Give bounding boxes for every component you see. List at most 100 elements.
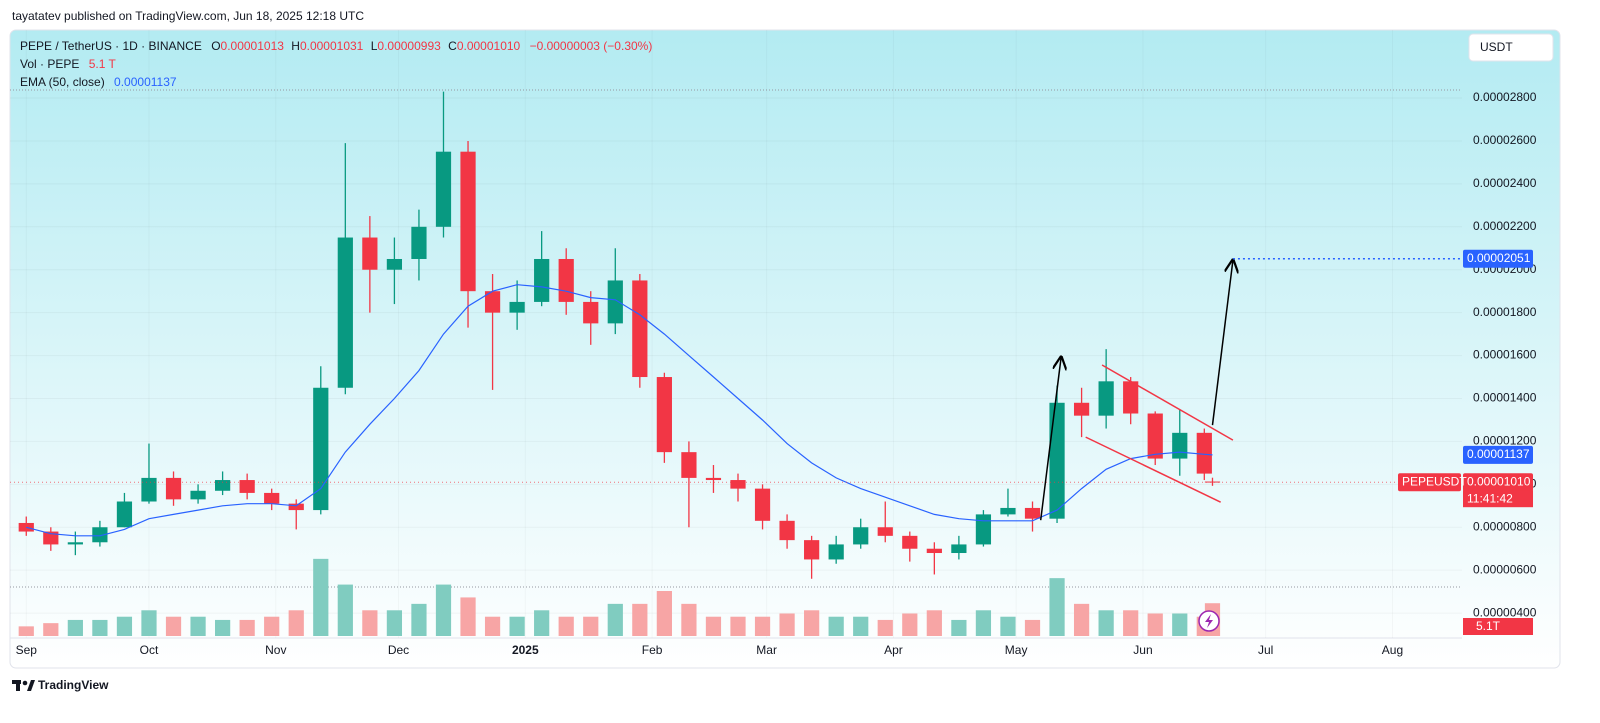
- volume-bar: [411, 603, 427, 636]
- volume-bar: [92, 619, 108, 636]
- ema-line: [26, 284, 1213, 537]
- volume-bar: [1049, 578, 1065, 636]
- volume-bar: [779, 613, 795, 636]
- last-price-tag: 0.00001010: [1467, 474, 1531, 488]
- candle-body: [1172, 432, 1188, 459]
- candle-body: [92, 527, 108, 543]
- y-tick-label: 0.00002600: [1473, 133, 1537, 147]
- volume-bar: [460, 597, 476, 636]
- candle-body: [116, 501, 133, 528]
- currency-button-label[interactable]: USDT: [1480, 40, 1513, 54]
- candle-body: [484, 291, 501, 313]
- candle-body: [754, 488, 771, 521]
- candle-body: [877, 527, 893, 536]
- candle-body: [951, 544, 967, 554]
- candle-body: [902, 535, 918, 549]
- countdown: 11:41:42: [1467, 491, 1513, 505]
- candle-body: [534, 258, 550, 302]
- volume-tag-bg: [1463, 618, 1533, 635]
- volume-bar: [435, 584, 452, 636]
- ohlc-value: 0.00000993: [377, 39, 441, 53]
- volume-bar: [853, 616, 869, 636]
- y-tick-label: 0.00001800: [1473, 305, 1537, 319]
- volume-bar: [264, 616, 280, 636]
- volume-tag: 5.1T: [1476, 619, 1501, 633]
- volume-bar: [607, 603, 623, 636]
- x-tick-label: May: [1005, 643, 1028, 657]
- legend-line-3: EMA (50, close) 0.00001137: [20, 75, 177, 89]
- ohlc-value: 0.00001031: [300, 39, 364, 53]
- target-tag-bg: [1463, 249, 1533, 268]
- volume-bar: [215, 619, 231, 636]
- currency-button[interactable]: [1468, 33, 1554, 62]
- volume-bar: [43, 623, 59, 636]
- candle-body: [165, 477, 182, 500]
- candle-body: [1204, 481, 1221, 483]
- volume-bar: [288, 610, 304, 636]
- published-note: tayatatev published on TradingView.com, …: [12, 9, 364, 23]
- candle-body: [411, 226, 427, 259]
- x-tick-label: Oct: [140, 643, 159, 657]
- candle-body: [853, 527, 869, 545]
- ohlc-value: 0.00001013: [221, 39, 285, 53]
- volume-bar: [681, 603, 697, 636]
- y-tick-label: 0.00002800: [1473, 90, 1537, 104]
- x-tick-label: Aug: [1382, 643, 1403, 657]
- countdown-bg: [1463, 490, 1533, 508]
- ohlc-value: 0.00001010: [457, 39, 521, 53]
- volume-bar: [804, 610, 820, 636]
- volume-bar: [975, 610, 992, 636]
- candle-body: [1123, 381, 1139, 414]
- drawings: [1039, 259, 1462, 521]
- volume-bar: [656, 591, 672, 636]
- volume-bar: [509, 616, 525, 636]
- volume-bar: [484, 616, 501, 636]
- candle-body: [1049, 402, 1065, 519]
- volume-bar: [902, 613, 918, 636]
- candle-body: [18, 522, 34, 532]
- y-tick-label: 0.00001200: [1473, 434, 1537, 448]
- volume-label: Vol · PEPE: [20, 57, 79, 71]
- volume-bar: [165, 616, 182, 636]
- volume-bar: [705, 616, 722, 636]
- candle-body: [705, 477, 722, 481]
- footer-brand: TradingView: [38, 678, 109, 692]
- x-tick-label: Sep: [16, 643, 38, 657]
- candle-body: [558, 258, 574, 302]
- legend-line-2: Vol · PEPE 5.1 T: [20, 57, 117, 71]
- volume-bar: [926, 610, 942, 636]
- volume-bar: [951, 619, 967, 636]
- price-plot: [10, 91, 1462, 579]
- candle-body: [926, 548, 942, 554]
- candle-body: [239, 480, 255, 493]
- legend-line-1: PEPE / TetherUS · 1D · BINANCE O0.000010…: [20, 39, 652, 53]
- footer-logo: [12, 680, 35, 691]
- volume-bar: [337, 584, 353, 636]
- candle-body: [264, 492, 280, 504]
- volume-bar: [313, 558, 329, 636]
- volume-value: 5.1 T: [89, 57, 117, 71]
- candle-body: [288, 503, 304, 511]
- candle-body: [1098, 381, 1114, 416]
- volume-bar: [1123, 610, 1139, 636]
- volume-bar: [190, 616, 206, 636]
- volume-bar: [67, 619, 83, 636]
- last-price-tag-bg: [1463, 473, 1533, 492]
- logo-part: [27, 680, 35, 691]
- candle-body: [337, 237, 353, 388]
- y-tick-label: 0.00002200: [1473, 219, 1537, 233]
- y-tick-label: 0.00000600: [1473, 562, 1537, 576]
- logo-part: [22, 680, 28, 686]
- x-tick-label: Apr: [884, 643, 903, 657]
- candle-body: [1000, 507, 1016, 515]
- ohlc-label: O: [211, 39, 220, 53]
- volume-bar: [534, 610, 550, 636]
- candle-body: [730, 480, 746, 489]
- candle-body: [804, 540, 820, 560]
- symbol: PEPE / TetherUS · 1D · BINANCE: [20, 39, 202, 53]
- volume-bar: [141, 610, 157, 636]
- target-arrow: [1039, 357, 1061, 521]
- candle-body: [1147, 413, 1163, 459]
